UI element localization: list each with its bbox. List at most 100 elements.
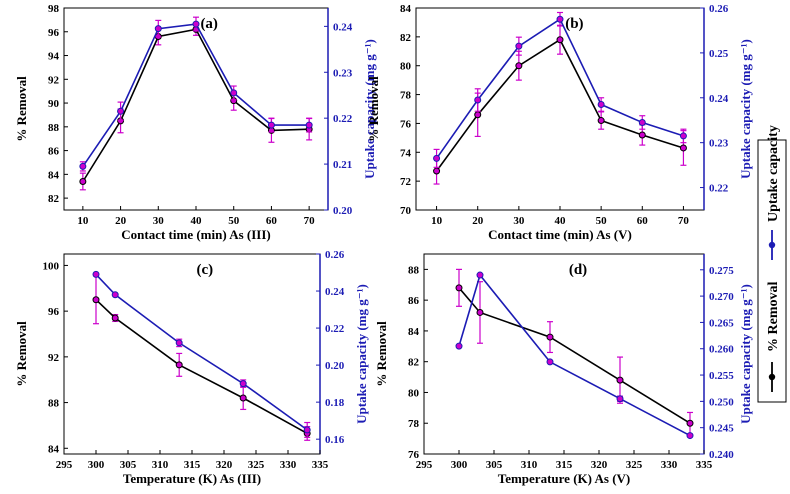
panel-tag: (b)	[565, 16, 583, 32]
x-tick-label: 10	[431, 215, 443, 227]
data-point	[79, 162, 87, 170]
x-axis-title: Contact time (min) As (V)	[488, 227, 632, 242]
panel-tag: (d)	[569, 262, 587, 278]
y2-axis-title: Uptake capacity (mg g⁻¹)	[362, 39, 377, 179]
y-tick-label: 80	[408, 387, 420, 399]
legend-box	[757, 139, 787, 403]
x-axis-title: Temperature (K) As (V)	[498, 471, 631, 486]
data-point	[679, 144, 687, 152]
y2-tick-label: 0.275	[709, 265, 734, 277]
data-point	[455, 342, 463, 350]
y-tick-label: 84	[400, 3, 412, 15]
y-tick-label: 90	[48, 98, 60, 110]
y-tick-label: 84	[48, 443, 60, 455]
x-tick-label: 70	[678, 215, 690, 227]
y-tick-label: 100	[43, 260, 60, 272]
data-point	[239, 380, 247, 388]
legend-removal-marker	[768, 373, 776, 381]
x-tick-label: 70	[304, 215, 316, 227]
uptake-series	[79, 16, 313, 172]
x-tick-label: 30	[513, 215, 525, 227]
chart-panel-2: 10 20 30 40 50 60 70 70 72 74 76 78 80 82 84 0.22 0.23 0.…	[366, 3, 753, 242]
uptake-series	[455, 271, 694, 440]
x-tick-label: 40	[191, 215, 203, 227]
x-tick-label: 315	[184, 459, 201, 471]
y-axis-title: % Removal	[374, 321, 389, 387]
y-tick-label: 82	[408, 357, 420, 369]
data-point	[433, 154, 441, 162]
x-tick-label: 30	[153, 215, 165, 227]
x-tick-label: 310	[152, 459, 169, 471]
data-point	[175, 339, 183, 347]
data-point	[239, 394, 247, 402]
data-point	[474, 111, 482, 119]
data-point	[230, 89, 238, 97]
y2-tick-label: 0.24	[709, 93, 729, 105]
data-point	[515, 62, 523, 70]
data-point	[433, 167, 441, 175]
x-tick-label: 295	[56, 459, 73, 471]
y2-axis-title: Uptake capacity (mg g⁻¹)	[738, 284, 753, 424]
y2-tick-label: 0.25	[709, 48, 729, 60]
data-point	[546, 358, 554, 366]
y2-tick-label: 0.20	[325, 360, 345, 372]
uptake-series	[92, 270, 311, 438]
data-point	[616, 376, 624, 384]
data-point	[92, 296, 100, 304]
chart-panel-4: 295 300 305 310 315 320 325 330 335 76 78 80 82 84 86 8…	[374, 253, 753, 486]
uptake-series	[433, 11, 687, 168]
data-point	[546, 333, 554, 341]
panel-tag: (a)	[200, 16, 218, 32]
y2-tick-label: 0.26	[325, 249, 345, 261]
data-point	[638, 131, 646, 139]
data-point	[679, 132, 687, 140]
x-tick-label: 295	[416, 459, 433, 471]
data-point	[474, 96, 482, 104]
y-tick-label: 88	[408, 264, 420, 276]
data-point	[303, 426, 311, 434]
y-tick-label: 78	[408, 418, 420, 430]
removal-series	[455, 268, 694, 435]
data-point	[175, 361, 183, 369]
legend: % Removal Uptake capacity	[757, 125, 787, 403]
data-point	[597, 117, 605, 125]
y2-axis-title: Uptake capacity (mg g⁻¹)	[354, 284, 369, 424]
x-tick-label: 315	[556, 459, 573, 471]
panel-tag: (c)	[196, 262, 213, 278]
x-tick-label: 60	[266, 215, 278, 227]
x-tick-label: 335	[312, 459, 329, 471]
data-point	[267, 121, 275, 129]
x-tick-label: 10	[77, 215, 89, 227]
y-tick-label: 96	[48, 27, 60, 39]
y2-tick-label: 0.240	[709, 449, 734, 461]
data-point	[79, 177, 87, 185]
data-point	[597, 101, 605, 109]
y-tick-label: 84	[48, 169, 60, 181]
data-point	[556, 36, 564, 44]
y-tick-label: 92	[48, 352, 60, 364]
x-axis-title: Contact time (min) As (III)	[121, 227, 270, 242]
y2-tick-label: 0.255	[709, 370, 734, 382]
x-tick-label: 20	[115, 215, 127, 227]
y-tick-label: 96	[48, 306, 60, 318]
y-tick-label: 78	[400, 90, 412, 102]
y2-tick-label: 0.250	[709, 396, 734, 408]
data-point	[455, 284, 463, 292]
legend-removal-label: % Removal	[766, 282, 781, 352]
x-tick-label: 330	[661, 459, 678, 471]
y2-tick-label: 0.16	[325, 434, 345, 446]
y2-tick-label: 0.265	[709, 317, 734, 329]
data-point	[192, 20, 200, 28]
x-axis-title: Temperature (K) As (III)	[123, 471, 261, 486]
y-tick-label: 80	[400, 61, 412, 73]
x-tick-label: 300	[451, 459, 468, 471]
y-tick-label: 72	[400, 176, 412, 188]
y2-tick-label: 0.22	[709, 183, 729, 195]
x-tick-label: 335	[696, 459, 713, 471]
legend-uptake-label: Uptake capacity	[766, 125, 781, 222]
y2-tick-label: 0.23	[333, 67, 353, 79]
y-tick-label: 82	[48, 193, 60, 205]
y2-tick-label: 0.20	[333, 205, 353, 217]
